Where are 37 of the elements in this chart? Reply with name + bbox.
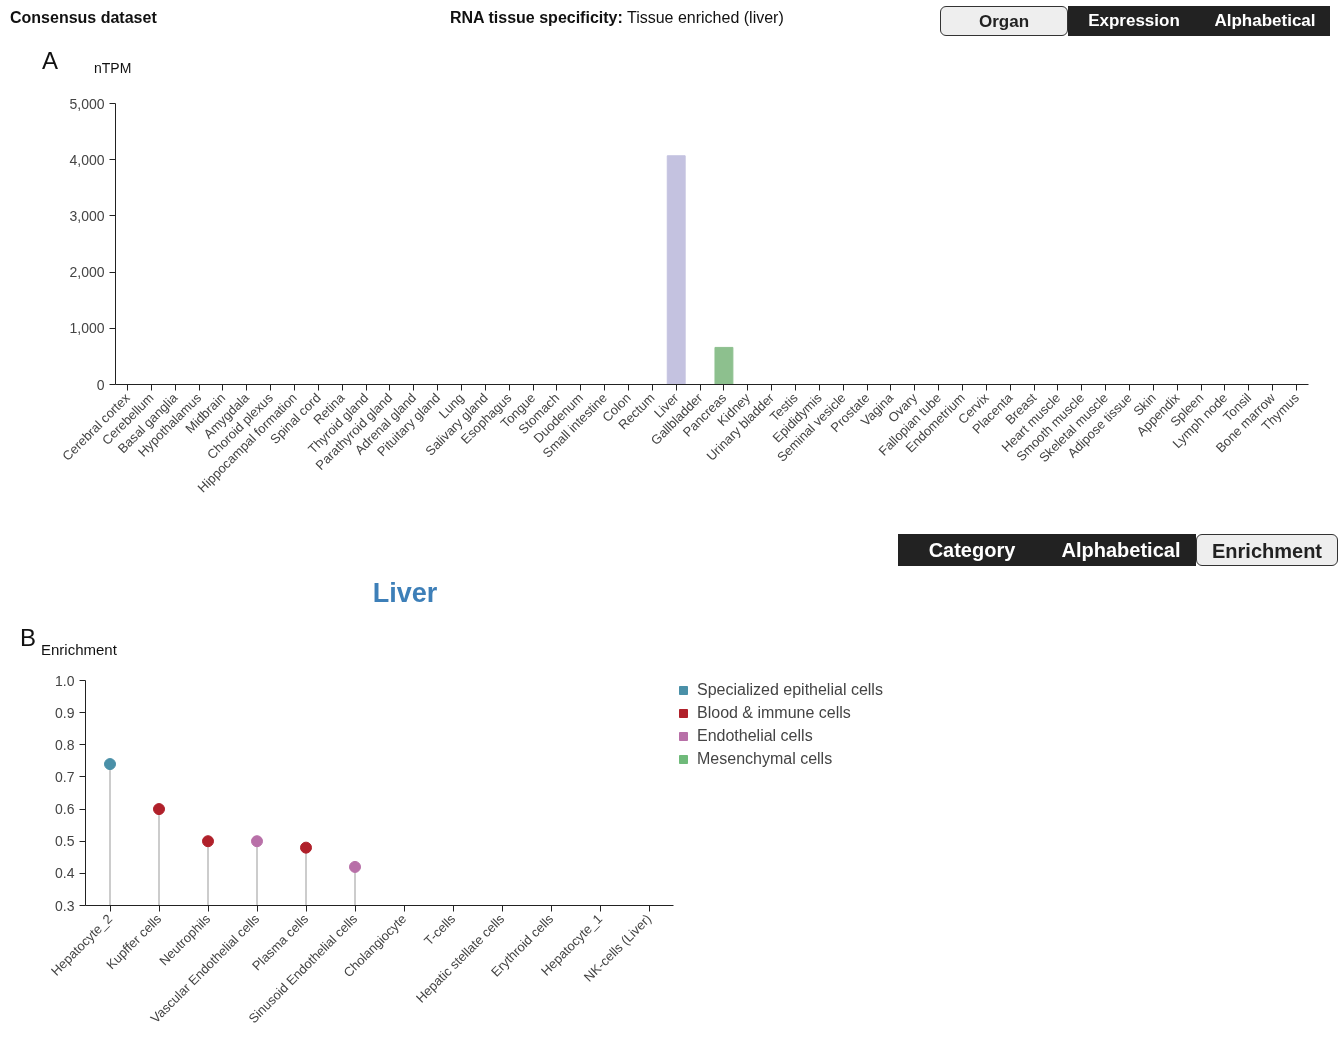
legend-label: Blood & immune cells [697, 703, 851, 723]
y-tick-label: 0.7 [55, 768, 75, 785]
y-tick-label: 0.9 [55, 704, 75, 721]
y-tick-label: 4,000 [69, 151, 105, 168]
point [153, 803, 165, 816]
text: Category [928, 538, 1016, 563]
y-tick-label: 0.5 [55, 833, 75, 850]
legend-label: Mesenchymal cells [697, 749, 833, 769]
text: A [42, 46, 59, 76]
y-tick-label: 5,000 [69, 95, 105, 112]
point [251, 835, 263, 848]
text: Enrichment [1211, 539, 1323, 564]
text: Alphabetical [1214, 10, 1316, 32]
y-tick-label: 0.6 [55, 801, 75, 818]
text: Organ [978, 11, 1030, 33]
y-tick-label: 3,000 [69, 207, 105, 224]
chart-title: Liver [372, 577, 438, 610]
legend-label: Endothelial cells [697, 726, 813, 746]
y-tick-label: 2,000 [69, 264, 105, 281]
point [202, 835, 214, 848]
y-tick-label: 0 [96, 376, 105, 393]
legend-label: Specialized epithelial cells [697, 680, 883, 700]
y-tick-label: 0.4 [55, 865, 75, 882]
text: Consensus dataset [10, 8, 157, 28]
y-tick-label: 1,000 [69, 320, 105, 337]
text: Alphabetical [1061, 538, 1181, 563]
chart-title: RNA tissue specificity: Tissue enriched (liver) [450, 8, 784, 28]
y-tick-label: 0.8 [55, 736, 75, 753]
text: B [20, 623, 37, 653]
y-tick-label: 0.3 [55, 897, 75, 914]
y-tick-label: 1.0 [55, 672, 75, 689]
y-axis-title: Enrichment [41, 640, 117, 660]
y-axis-title: nTPM [94, 59, 132, 78]
point [104, 758, 116, 771]
text: Expression [1088, 10, 1180, 32]
point [349, 860, 361, 873]
point [300, 841, 312, 854]
